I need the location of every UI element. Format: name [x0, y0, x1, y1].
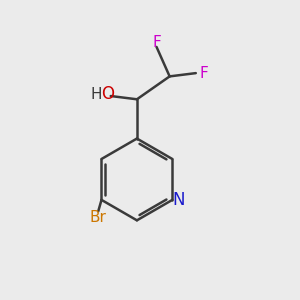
Text: F: F — [152, 34, 161, 50]
Text: H: H — [90, 87, 102, 102]
Text: F: F — [200, 66, 208, 81]
Text: Br: Br — [90, 210, 107, 225]
Text: O: O — [101, 85, 114, 103]
Text: N: N — [172, 191, 184, 209]
